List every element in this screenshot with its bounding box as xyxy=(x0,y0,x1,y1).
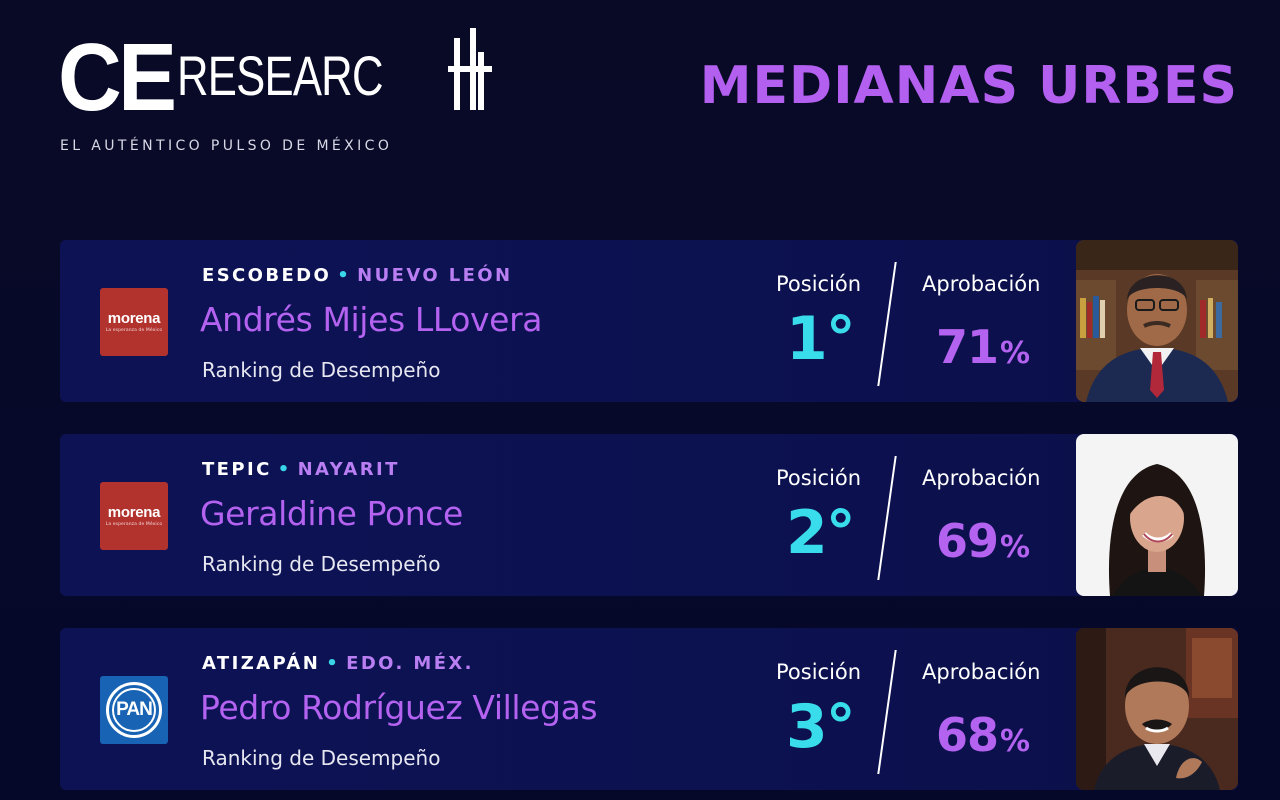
man-portrait-icon xyxy=(1076,628,1238,790)
position-value: 1° xyxy=(786,304,856,374)
ranking-subtitle: Ranking de Desempeño xyxy=(202,552,441,576)
location-line: ATIZAPÁN • EDO. MÉX. xyxy=(202,653,474,674)
location-line: ESCOBEDO • NUEVO LEÓN xyxy=(202,265,512,286)
morena-party-logo: morena La esperanza de México xyxy=(100,482,168,550)
ce-research-logo: CE RESEARC EL AUTÉNTICO PULSO DE MÉXICO xyxy=(58,18,492,158)
state-name: NUEVO LEÓN xyxy=(357,265,513,286)
candidate-name: Pedro Rodríguez Villegas xyxy=(200,688,598,727)
approval-number: 71 xyxy=(936,320,999,374)
approval-number: 69 xyxy=(936,514,999,568)
ranking-subtitle: Ranking de Desempeño xyxy=(202,358,441,382)
candidate-photo xyxy=(1076,434,1238,596)
logo-ce-text: CE xyxy=(58,24,177,131)
position-value: 2° xyxy=(786,498,856,568)
approval-value: 69% xyxy=(936,514,1030,568)
ranking-card-1: morena La esperanza de México ESCOBEDO • N… xyxy=(60,240,1238,402)
candidate-photo xyxy=(1076,628,1238,790)
logo-wordmark: CE RESEARC xyxy=(58,18,458,126)
party-slogan: La esperanza de México xyxy=(105,328,163,333)
city-name: TEPIC xyxy=(202,459,272,480)
position-value: 3° xyxy=(786,692,856,762)
approval-label: Aprobación xyxy=(922,660,1041,684)
bullet-dot-icon: • xyxy=(326,653,341,674)
page-headline: MEDIANAS URBES xyxy=(699,56,1238,116)
party-name: morena xyxy=(107,504,161,521)
state-name: NAYARIT xyxy=(297,459,400,480)
party-name: morena xyxy=(107,310,161,327)
state-name: EDO. MÉX. xyxy=(346,653,474,674)
percent-sign: % xyxy=(1000,336,1030,371)
woman-portrait-icon xyxy=(1076,434,1238,596)
candidate-photo xyxy=(1076,240,1238,402)
bullet-dot-icon: • xyxy=(337,265,352,286)
approval-value: 71% xyxy=(936,320,1030,374)
approval-number: 68 xyxy=(936,708,999,762)
percent-sign: % xyxy=(1000,530,1030,565)
city-name: ESCOBEDO xyxy=(202,265,332,286)
bullet-dot-icon: • xyxy=(277,459,292,480)
location-line: TEPIC • NAYARIT xyxy=(202,459,400,480)
candidate-name: Geraldine Ponce xyxy=(200,494,463,533)
approval-value: 68% xyxy=(936,708,1030,762)
stat-divider xyxy=(877,650,897,774)
logo-research-text: RESEARC xyxy=(177,44,384,107)
position-label: Posición xyxy=(776,272,862,296)
position-label: Posición xyxy=(776,660,862,684)
candidate-name: Andrés Mijes LLovera xyxy=(200,300,543,339)
approval-label: Aprobación xyxy=(922,272,1041,296)
party-slogan: La esperanza de México xyxy=(105,522,163,527)
pan-party-logo: PAN xyxy=(100,676,168,744)
logo-tagline: EL AUTÉNTICO PULSO DE MÉXICO xyxy=(60,138,393,154)
party-name: PAN xyxy=(112,688,156,732)
stat-divider xyxy=(877,262,897,386)
man-portrait-icon xyxy=(1076,240,1238,402)
percent-sign: % xyxy=(1000,724,1030,759)
ranking-card-3: PAN ATIZAPÁN • EDO. MÉX. Pedro Rodríguez V… xyxy=(60,628,1238,790)
position-label: Posición xyxy=(776,466,862,490)
stat-divider xyxy=(877,456,897,580)
ranking-subtitle: Ranking de Desempeño xyxy=(202,746,441,770)
morena-party-logo: morena La esperanza de México xyxy=(100,288,168,356)
pan-logo-ring: PAN xyxy=(106,682,162,738)
ranking-card-2: morena La esperanza de México TEPIC • NAYA… xyxy=(60,434,1238,596)
city-name: ATIZAPÁN xyxy=(202,653,321,674)
hashtag-h-icon xyxy=(448,28,492,110)
approval-label: Aprobación xyxy=(922,466,1041,490)
